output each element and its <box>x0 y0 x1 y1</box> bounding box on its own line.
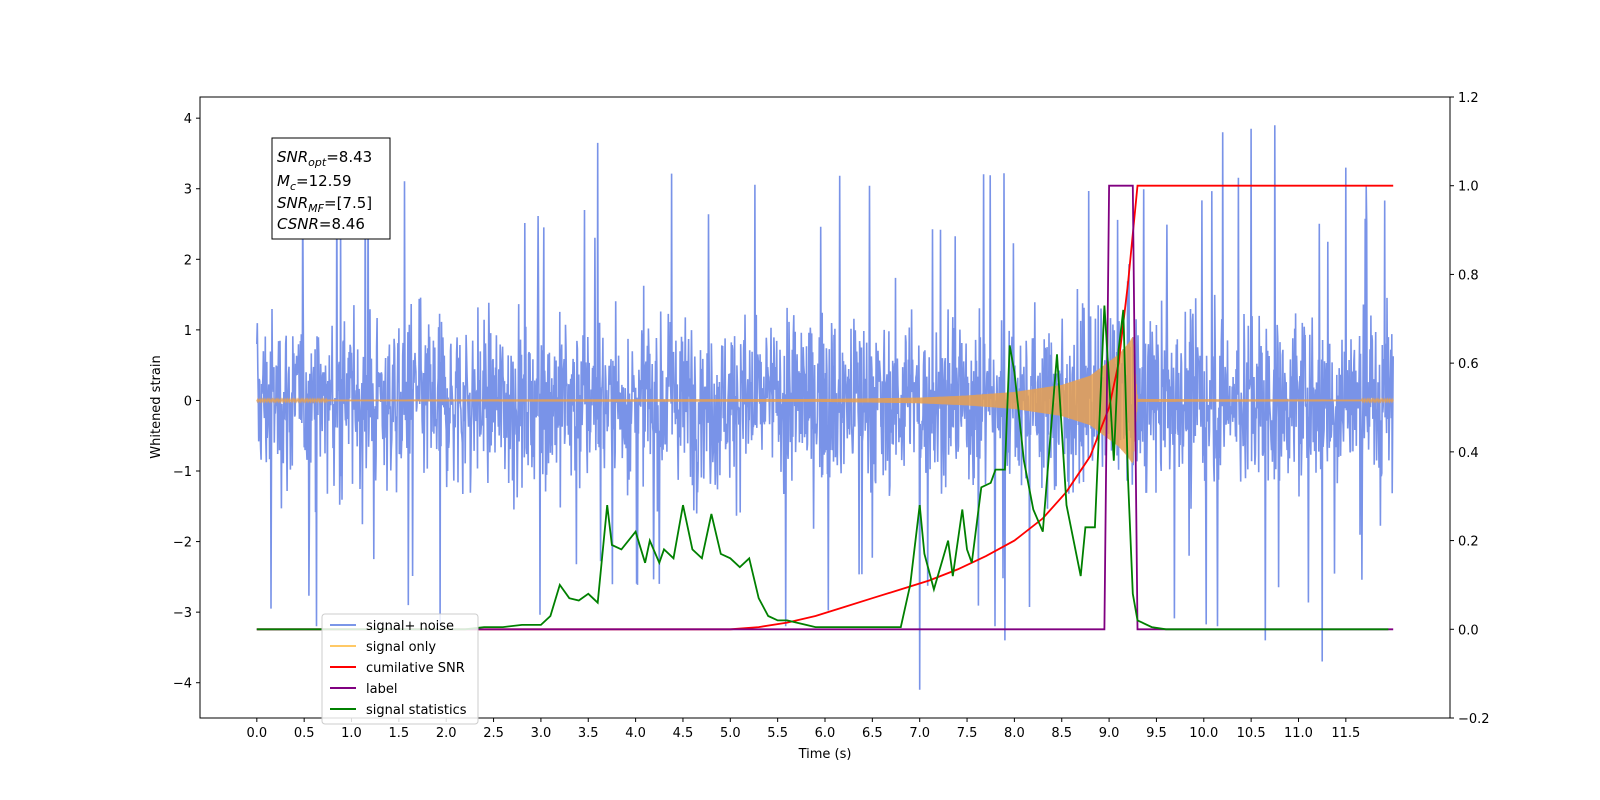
series-signal-noise <box>256 125 1394 690</box>
y-axis-left: 4 3 2 1 0 −1 −2 −3 −4 <box>173 112 200 692</box>
x-tick-label: 0.0 <box>246 726 267 741</box>
x-tick-label: 0.5 <box>294 726 315 741</box>
x-tick-label: 7.0 <box>909 726 930 741</box>
y-tick-label-left: −1 <box>173 465 192 480</box>
x-tick-label: 11.5 <box>1331 726 1360 741</box>
y-tick-label-left: 1 <box>184 324 192 339</box>
annotation-box: SNRopt=8.43 Mc=12.59 SNRMF=[7.5] CSNR=8.… <box>271 137 391 240</box>
y-axis-label: Whitened strain <box>149 355 164 458</box>
y-tick-label-right: 0.8 <box>1458 268 1479 283</box>
x-axis-label: Time (s) <box>798 747 852 762</box>
y-tick-label-left: 0 <box>184 394 192 409</box>
series-signal-only <box>256 337 1394 464</box>
x-tick-label: 7.5 <box>957 726 978 741</box>
x-tick-label: 8.5 <box>1051 726 1072 741</box>
x-tick-label: 6.0 <box>815 726 836 741</box>
y-tick-label-left: −2 <box>173 536 192 551</box>
x-tick-label: 1.5 <box>389 726 410 741</box>
legend-label-signal-only: signal only <box>366 640 436 655</box>
y-tick-label-left: −3 <box>173 606 192 621</box>
y-tick-label-right: 0.0 <box>1458 623 1479 638</box>
x-tick-label: 4.5 <box>673 726 694 741</box>
annotation-mc: Mc=12.59 <box>277 172 352 193</box>
y-tick-label-left: 4 <box>184 112 192 127</box>
x-tick-label: 5.0 <box>720 726 741 741</box>
x-tick-label: 10.0 <box>1189 726 1218 741</box>
x-tick-label: 8.0 <box>1004 726 1025 741</box>
x-tick-label: 3.0 <box>531 726 552 741</box>
legend-label-cumulative-snr: cumilative SNR <box>366 661 465 676</box>
x-tick-label: 9.5 <box>1146 726 1167 741</box>
annotation-snr-mf: SNRMF=[7.5] <box>277 194 372 215</box>
y-tick-label-right: 0.6 <box>1458 357 1479 372</box>
annotation-snr-opt: SNRopt=8.43 <box>277 148 372 169</box>
x-tick-label: 4.0 <box>625 726 646 741</box>
legend-label-label: label <box>366 682 397 697</box>
x-tick-label: 1.0 <box>341 726 362 741</box>
x-tick-label: 11.0 <box>1284 726 1313 741</box>
x-tick-label: 3.5 <box>578 726 599 741</box>
x-tick-label: 10.5 <box>1237 726 1266 741</box>
legend: signal+ noise signal only cumilative SNR… <box>321 613 479 725</box>
y-tick-label-right: 1.0 <box>1458 180 1479 195</box>
y-tick-label-left: −4 <box>173 677 192 692</box>
x-tick-label: 2.5 <box>483 726 504 741</box>
y-tick-label-left: 3 <box>184 183 192 198</box>
legend-frame <box>321 613 479 725</box>
y-tick-label-right: 0.2 <box>1458 535 1479 550</box>
legend-label-signal-statistics: signal statistics <box>366 703 467 718</box>
x-tick-label: 5.5 <box>767 726 788 741</box>
x-tick-label: 9.0 <box>1099 726 1120 741</box>
y-axis-right: 1.2 1.0 0.8 0.6 0.4 0.2 0.0 −0.2 <box>1450 91 1490 727</box>
annotation-csnr: CSNR=8.46 <box>277 215 365 233</box>
legend-label-signal-noise: signal+ noise <box>366 619 454 634</box>
y-tick-label-right: −0.2 <box>1458 712 1490 727</box>
x-tick-label: 2.0 <box>436 726 457 741</box>
x-axis: 0.0 0.5 1.0 1.5 2.0 2.5 3.0 3.5 4.0 4.5 5.0 5.5 6.0 6… <box>246 718 1360 741</box>
y-tick-label-left: 2 <box>184 253 192 268</box>
x-tick-label: 6.5 <box>862 726 883 741</box>
plot-area <box>256 125 1394 690</box>
y-tick-label-right: 1.2 <box>1458 91 1479 106</box>
series-signal-statistics <box>256 305 1389 631</box>
y-tick-label-right: 0.4 <box>1458 446 1479 461</box>
